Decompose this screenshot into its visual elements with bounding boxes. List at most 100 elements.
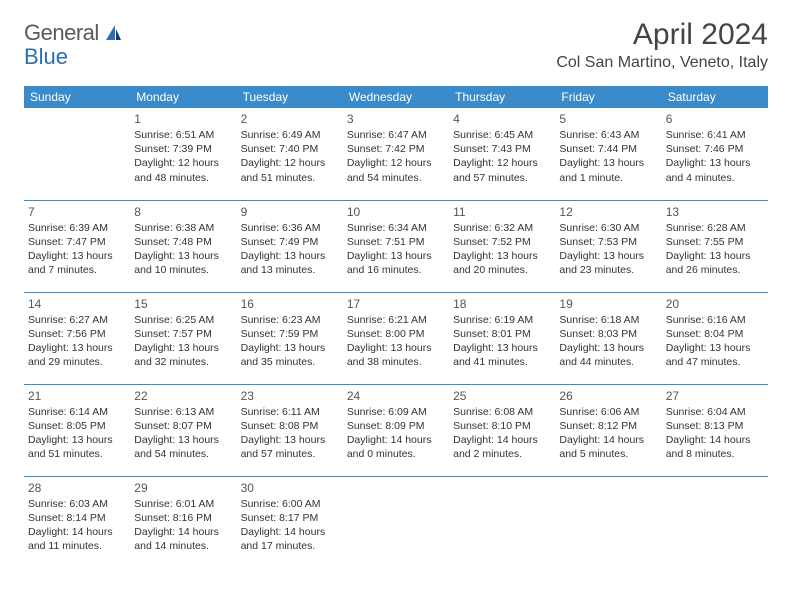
calendar-day-cell: 24 Sunrise: 6:09 AMSunset: 8:09 PMDayligh… (343, 384, 449, 476)
calendar-week-row: 1Sunrise: 6:51 AMSunset: 7:39 PMDaylight… (24, 108, 768, 200)
day-info: Sunrise: 6:04 AMSunset: 8:13 PMDaylight:… (666, 405, 764, 462)
day-info: Sunrise: 6:27 AMSunset: 7:56 PMDaylight:… (28, 313, 126, 370)
calendar-day-cell: 16 Sunrise: 6:23 AMSunset: 7:59 PMDayligh… (237, 292, 343, 384)
day-info: Sunrise: 6:01 AMSunset: 8:16 PMDaylight:… (134, 497, 232, 554)
calendar-day-cell: 26Sunrise: 6:06 AMSunset: 8:12 PMDayligh… (555, 384, 661, 476)
day-number: 30 (241, 481, 339, 495)
day-number: 7 (28, 205, 126, 219)
calendar-day-cell: 9 Sunrise: 6:36 AMSunset: 7:49 PMDaylight… (237, 200, 343, 292)
day-number: 15 (134, 297, 232, 311)
calendar-day-cell: 25 Sunrise: 6:08 AMSunset: 8:10 PMDayligh… (449, 384, 555, 476)
day-number: 12 (559, 205, 657, 219)
day-info: Sunrise: 6:00 AMSunset: 8:17 PMDaylight:… (241, 497, 339, 554)
day-info: Sunrise: 6:23 AMSunset: 7:59 PMDaylight:… (241, 313, 339, 370)
day-info: Sunrise: 6:43 AMSunset: 7:44 PMDaylight:… (559, 128, 657, 185)
title-block: April 2024 Col San Martino, Veneto, Ital… (556, 18, 768, 72)
calendar-day-cell: 6Sunrise: 6:41 AMSunset: 7:46 PMDaylight… (662, 108, 768, 200)
calendar-day-cell: 3 Sunrise: 6:47 AMSunset: 7:42 PMDaylight… (343, 108, 449, 200)
calendar-week-row: 28Sunrise: 6:03 AMSunset: 8:14 PMDayligh… (24, 476, 768, 568)
day-number: 25 (453, 389, 551, 403)
logo: General (24, 20, 126, 46)
calendar-day-cell: 8 Sunrise: 6:38 AMSunset: 7:48 PMDaylight… (130, 200, 236, 292)
logo-text-blue: Blue (24, 44, 68, 69)
day-info: Sunrise: 6:36 AMSunset: 7:49 PMDaylight:… (241, 221, 339, 278)
day-number: 17 (347, 297, 445, 311)
day-info: Sunrise: 6:30 AMSunset: 7:53 PMDaylight:… (559, 221, 657, 278)
calendar-day-cell: 13 Sunrise: 6:28 AMSunset: 7:55 PMDayligh… (662, 200, 768, 292)
day-number: 13 (666, 205, 764, 219)
day-info: Sunrise: 6:45 AMSunset: 7:43 PMDaylight:… (453, 128, 551, 185)
weekday-header: Sunday (24, 86, 130, 108)
day-number: 9 (241, 205, 339, 219)
calendar-day-cell (24, 108, 130, 200)
day-number: 3 (347, 112, 445, 126)
weekday-header: Friday (555, 86, 661, 108)
day-info: Sunrise: 6:18 AMSunset: 8:03 PMDaylight:… (559, 313, 657, 370)
day-number: 4 (453, 112, 551, 126)
day-number: 5 (559, 112, 657, 126)
day-number: 6 (666, 112, 764, 126)
calendar-day-cell: 23 Sunrise: 6:11 AMSunset: 8:08 PMDayligh… (237, 384, 343, 476)
day-number: 14 (28, 297, 126, 311)
day-info: Sunrise: 6:38 AMSunset: 7:48 PMDaylight:… (134, 221, 232, 278)
day-info: Sunrise: 6:06 AMSunset: 8:12 PMDaylight:… (559, 405, 657, 462)
location-subtitle: Col San Martino, Veneto, Italy (556, 54, 768, 72)
day-number: 11 (453, 205, 551, 219)
calendar-day-cell: 10 Sunrise: 6:34 AMSunset: 7:51 PMDayligh… (343, 200, 449, 292)
day-info: Sunrise: 6:39 AMSunset: 7:47 PMDaylight:… (28, 221, 126, 278)
calendar-day-cell: 30 Sunrise: 6:00 AMSunset: 8:17 PMDayligh… (237, 476, 343, 568)
day-number: 24 (347, 389, 445, 403)
day-info: Sunrise: 6:49 AMSunset: 7:40 PMDaylight:… (241, 128, 339, 185)
day-number: 29 (134, 481, 232, 495)
weekday-header: Saturday (662, 86, 768, 108)
logo-blue-wrap: Blue (24, 44, 68, 70)
day-number: 2 (241, 112, 339, 126)
day-info: Sunrise: 6:25 AMSunset: 7:57 PMDaylight:… (134, 313, 232, 370)
day-info: Sunrise: 6:14 AMSunset: 8:05 PMDaylight:… (28, 405, 126, 462)
day-info: Sunrise: 6:16 AMSunset: 8:04 PMDaylight:… (666, 313, 764, 370)
weekday-header: Wednesday (343, 86, 449, 108)
day-number: 8 (134, 205, 232, 219)
weekday-header: Tuesday (237, 86, 343, 108)
day-number: 18 (453, 297, 551, 311)
weekday-header-row: Sunday Monday Tuesday Wednesday Thursday… (24, 86, 768, 108)
day-number: 19 (559, 297, 657, 311)
calendar-day-cell (449, 476, 555, 568)
day-info: Sunrise: 6:08 AMSunset: 8:10 PMDaylight:… (453, 405, 551, 462)
day-info: Sunrise: 6:09 AMSunset: 8:09 PMDaylight:… (347, 405, 445, 462)
day-info: Sunrise: 6:13 AMSunset: 8:07 PMDaylight:… (134, 405, 232, 462)
sail-icon (103, 23, 123, 43)
day-info: Sunrise: 6:21 AMSunset: 8:00 PMDaylight:… (347, 313, 445, 370)
calendar-day-cell: 29 Sunrise: 6:01 AMSunset: 8:16 PMDayligh… (130, 476, 236, 568)
calendar-day-cell: 15 Sunrise: 6:25 AMSunset: 7:57 PMDayligh… (130, 292, 236, 384)
day-info: Sunrise: 6:34 AMSunset: 7:51 PMDaylight:… (347, 221, 445, 278)
calendar-day-cell: 5 Sunrise: 6:43 AMSunset: 7:44 PMDaylight… (555, 108, 661, 200)
calendar-day-cell: 27 Sunrise: 6:04 AMSunset: 8:13 PMDayligh… (662, 384, 768, 476)
calendar-day-cell: 11 Sunrise: 6:32 AMSunset: 7:52 PMDayligh… (449, 200, 555, 292)
day-number: 28 (28, 481, 126, 495)
day-info: Sunrise: 6:47 AMSunset: 7:42 PMDaylight:… (347, 128, 445, 185)
day-number: 16 (241, 297, 339, 311)
calendar-day-cell: 20 Sunrise: 6:16 AMSunset: 8:04 PMDayligh… (662, 292, 768, 384)
calendar-week-row: 21Sunrise: 6:14 AMSunset: 8:05 PMDayligh… (24, 384, 768, 476)
page-header: General April 2024 Col San Martino, Vene… (24, 18, 768, 72)
calendar-week-row: 7 Sunrise: 6:39 AMSunset: 7:47 PMDaylight… (24, 200, 768, 292)
calendar-day-cell (555, 476, 661, 568)
calendar-day-cell: 2 Sunrise: 6:49 AMSunset: 7:40 PMDaylight… (237, 108, 343, 200)
weekday-header: Monday (130, 86, 236, 108)
day-info: Sunrise: 6:11 AMSunset: 8:08 PMDaylight:… (241, 405, 339, 462)
day-number: 27 (666, 389, 764, 403)
day-info: Sunrise: 6:32 AMSunset: 7:52 PMDaylight:… (453, 221, 551, 278)
day-info: Sunrise: 6:28 AMSunset: 7:55 PMDaylight:… (666, 221, 764, 278)
day-number: 20 (666, 297, 764, 311)
calendar-day-cell: 17 Sunrise: 6:21 AMSunset: 8:00 PMDayligh… (343, 292, 449, 384)
day-number: 23 (241, 389, 339, 403)
day-info: Sunrise: 6:51 AMSunset: 7:39 PMDaylight:… (134, 128, 232, 185)
calendar-day-cell: 28Sunrise: 6:03 AMSunset: 8:14 PMDayligh… (24, 476, 130, 568)
day-number: 10 (347, 205, 445, 219)
calendar-day-cell (343, 476, 449, 568)
calendar-day-cell: 14 Sunrise: 6:27 AMSunset: 7:56 PMDayligh… (24, 292, 130, 384)
calendar-day-cell: 1Sunrise: 6:51 AMSunset: 7:39 PMDaylight… (130, 108, 236, 200)
day-number: 22 (134, 389, 232, 403)
calendar-table: Sunday Monday Tuesday Wednesday Thursday… (24, 86, 768, 568)
